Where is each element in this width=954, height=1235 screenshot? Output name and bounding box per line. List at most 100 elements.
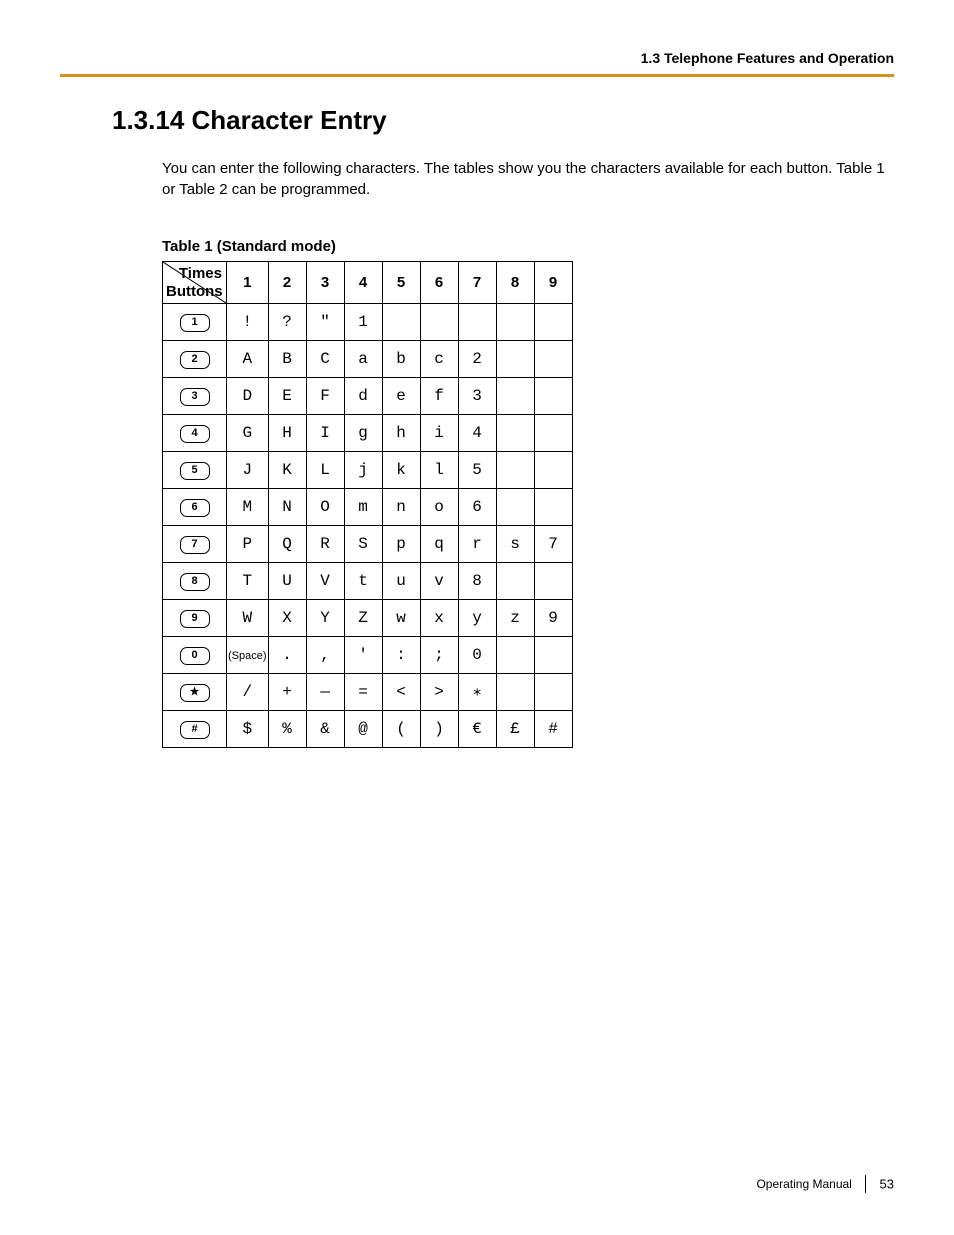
char-cell: H xyxy=(268,415,306,452)
char-cell xyxy=(496,637,534,674)
char-cell: ) xyxy=(420,711,458,748)
char-cell: / xyxy=(227,674,269,711)
char-cell: q xyxy=(420,526,458,563)
button-key-cell: 2 xyxy=(163,341,227,378)
col-header: 5 xyxy=(382,262,420,304)
char-cell: R xyxy=(306,526,344,563)
char-cell: a xyxy=(344,341,382,378)
char-cell: u xyxy=(382,563,420,600)
char-cell: @ xyxy=(344,711,382,748)
char-cell: ( xyxy=(382,711,420,748)
char-cell: f xyxy=(420,378,458,415)
char-cell: D xyxy=(227,378,269,415)
char-cell: I xyxy=(306,415,344,452)
char-cell: 9 xyxy=(534,600,572,637)
table-caption: Table 1 (Standard mode) xyxy=(162,238,894,255)
char-cell: Z xyxy=(344,600,382,637)
keypad-button-icon: 5 xyxy=(180,462,210,480)
char-cell: , xyxy=(306,637,344,674)
footer-page-number: 53 xyxy=(880,1177,894,1192)
char-cell: w xyxy=(382,600,420,637)
char-cell: W xyxy=(227,600,269,637)
button-key-cell: 7 xyxy=(163,526,227,563)
button-key-cell: 3 xyxy=(163,378,227,415)
char-cell: r xyxy=(458,526,496,563)
char-cell: ∗ xyxy=(458,674,496,711)
char-cell: — xyxy=(306,674,344,711)
char-cell: > xyxy=(420,674,458,711)
char-cell: N xyxy=(268,489,306,526)
char-cell: z xyxy=(496,600,534,637)
button-key-cell: 9 xyxy=(163,600,227,637)
char-cell: < xyxy=(382,674,420,711)
keypad-button-icon: 4 xyxy=(180,425,210,443)
char-cell xyxy=(496,304,534,341)
char-cell: : xyxy=(382,637,420,674)
char-cell: o xyxy=(420,489,458,526)
table-row: 7PQRSpqrs7 xyxy=(163,526,573,563)
char-cell: c xyxy=(420,341,458,378)
char-cell: e xyxy=(382,378,420,415)
col-header: 9 xyxy=(534,262,572,304)
char-cell: + xyxy=(268,674,306,711)
char-cell: ! xyxy=(227,304,269,341)
char-cell: = xyxy=(344,674,382,711)
char-cell: y xyxy=(458,600,496,637)
button-key-cell: 6 xyxy=(163,489,227,526)
table-row: 5JKLjkl5 xyxy=(163,452,573,489)
col-header: 8 xyxy=(496,262,534,304)
table-row: 0(Space).,':;0 xyxy=(163,637,573,674)
char-cell: X xyxy=(268,600,306,637)
col-header: 4 xyxy=(344,262,382,304)
keypad-button-icon: ★ xyxy=(180,684,210,702)
char-cell: l xyxy=(420,452,458,489)
table-row: 6MNOmno6 xyxy=(163,489,573,526)
table-row: 9WXYZwxyz9 xyxy=(163,600,573,637)
char-cell: ; xyxy=(420,637,458,674)
col-header: 7 xyxy=(458,262,496,304)
character-table: Times Buttons 1 2 3 4 5 6 7 8 9 1!?"12AB… xyxy=(162,261,573,748)
col-header: 3 xyxy=(306,262,344,304)
char-cell: S xyxy=(344,526,382,563)
keypad-button-icon: 3 xyxy=(180,388,210,406)
char-cell: % xyxy=(268,711,306,748)
keypad-button-icon: 2 xyxy=(180,351,210,369)
corner-label-times: Times xyxy=(179,265,222,282)
char-cell: x xyxy=(420,600,458,637)
char-cell: P xyxy=(227,526,269,563)
char-cell: 7 xyxy=(534,526,572,563)
footer-label: Operating Manual xyxy=(756,1177,851,1191)
char-cell xyxy=(534,637,572,674)
char-cell: j xyxy=(344,452,382,489)
char-cell: p xyxy=(382,526,420,563)
char-cell: £ xyxy=(496,711,534,748)
char-cell: 6 xyxy=(458,489,496,526)
char-cell: T xyxy=(227,563,269,600)
char-cell: t xyxy=(344,563,382,600)
table-row: ★ /+—=<>∗ xyxy=(163,674,573,711)
keypad-button-icon: 8 xyxy=(180,573,210,591)
char-cell: 0 xyxy=(458,637,496,674)
col-header: 2 xyxy=(268,262,306,304)
char-cell: " xyxy=(306,304,344,341)
page-heading: 1.3.14 Character Entry xyxy=(112,105,894,136)
footer-divider xyxy=(865,1175,866,1193)
char-cell xyxy=(534,674,572,711)
char-cell: . xyxy=(268,637,306,674)
char-cell: 8 xyxy=(458,563,496,600)
table-row: 8TUVtuv8 xyxy=(163,563,573,600)
char-cell: s xyxy=(496,526,534,563)
char-cell: Y xyxy=(306,600,344,637)
col-header: 1 xyxy=(227,262,269,304)
intro-paragraph: You can enter the following characters. … xyxy=(162,158,894,200)
char-cell xyxy=(534,304,572,341)
table-row: 1!?"1 xyxy=(163,304,573,341)
char-cell xyxy=(534,341,572,378)
char-cell: g xyxy=(344,415,382,452)
char-cell xyxy=(382,304,420,341)
keypad-button-icon: 1 xyxy=(180,314,210,332)
char-cell xyxy=(458,304,496,341)
char-cell: B xyxy=(268,341,306,378)
button-key-cell: 5 xyxy=(163,452,227,489)
char-cell: 4 xyxy=(458,415,496,452)
